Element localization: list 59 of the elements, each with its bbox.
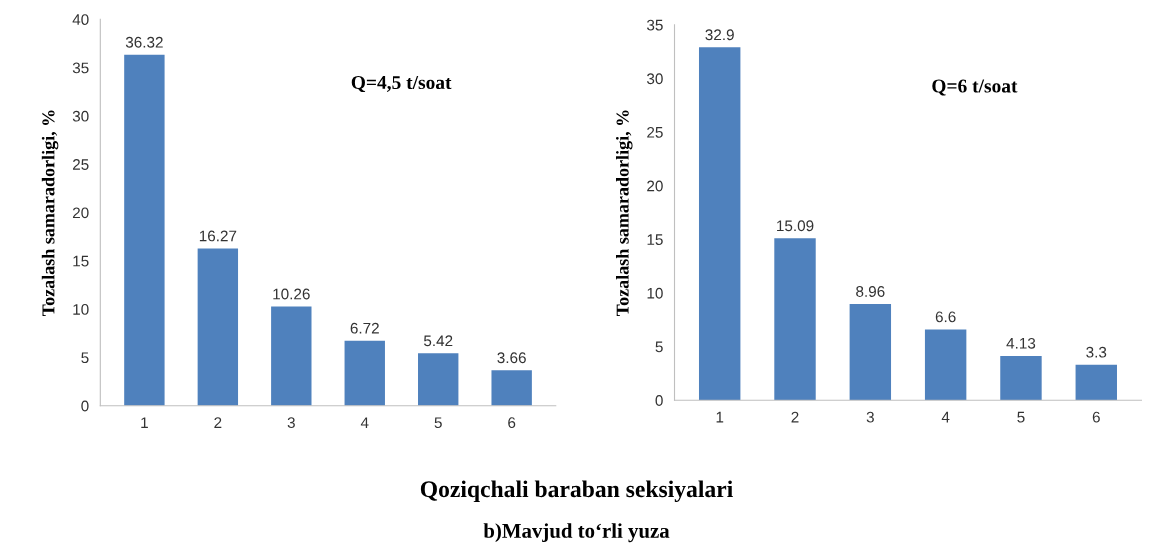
y-tick-label: 30 bbox=[646, 73, 663, 85]
y-tick-label: 20 bbox=[72, 207, 89, 219]
y-tick-label: 10 bbox=[73, 303, 89, 315]
x-tick-label: 3 bbox=[287, 417, 295, 429]
y-tick-label: 10 bbox=[647, 287, 663, 299]
data-label: 8.96 bbox=[856, 286, 885, 297]
data-label: 10.26 bbox=[273, 288, 310, 300]
data-label: 36.32 bbox=[125, 36, 163, 48]
y-tick-label: 0 bbox=[81, 400, 89, 412]
y-axis-title: Tozalash samaradorligi, % bbox=[41, 110, 59, 316]
data-label: 6.72 bbox=[350, 322, 379, 334]
x-tick-label: 4 bbox=[941, 411, 950, 423]
data-label: 3.66 bbox=[497, 352, 526, 364]
bar bbox=[491, 370, 532, 406]
data-label: 4.13 bbox=[1006, 337, 1036, 349]
y-tick-label: 35 bbox=[646, 19, 663, 31]
text: Qoziqchali baraban seksiyalari bbox=[420, 480, 733, 503]
x-tick-label: 4 bbox=[360, 417, 369, 428]
y-tick-label: 25 bbox=[72, 159, 89, 170]
data-label: 6.6 bbox=[935, 311, 956, 323]
y-tick-label: 20 bbox=[647, 180, 663, 192]
y-tick-label: 30 bbox=[72, 110, 89, 122]
x-tick-label: 3 bbox=[866, 411, 874, 423]
y-tick-label: 5 bbox=[655, 341, 663, 353]
data-label: 3.3 bbox=[1086, 346, 1107, 358]
y-tick-label: 25 bbox=[647, 126, 663, 138]
text: Q=6 t/soat bbox=[932, 79, 1018, 96]
x-tick-label: 1 bbox=[141, 417, 148, 428]
bar bbox=[774, 238, 816, 401]
data-label: 15.09 bbox=[777, 220, 814, 232]
text: b)Mavjud to‘rli yuza bbox=[483, 523, 670, 543]
y-tick-label: 0 bbox=[655, 395, 663, 406]
x-tick-label: 2 bbox=[214, 417, 222, 428]
y-tick-label: 40 bbox=[72, 14, 89, 26]
y-axis-title: Tozalash samaradorligi, % bbox=[616, 110, 633, 316]
bar bbox=[271, 306, 312, 406]
x-tick-label: 6 bbox=[508, 417, 516, 429]
y-tick-label: 15 bbox=[647, 234, 663, 246]
x-tick-label: 5 bbox=[434, 417, 442, 429]
bar bbox=[849, 304, 892, 401]
data-label: 16.27 bbox=[199, 230, 237, 242]
x-tick-label: 5 bbox=[1017, 411, 1025, 423]
bar bbox=[1000, 355, 1042, 401]
x-tick-label: 1 bbox=[716, 411, 724, 423]
data-label: 32.9 bbox=[705, 29, 734, 41]
y-tick-label: 15 bbox=[73, 255, 89, 267]
bar bbox=[124, 54, 165, 406]
bar bbox=[1075, 364, 1117, 401]
y-tick-label: 5 bbox=[81, 352, 89, 364]
bar bbox=[344, 340, 385, 406]
bar bbox=[698, 47, 741, 401]
bar bbox=[197, 248, 239, 406]
x-tick-label: 6 bbox=[1092, 411, 1100, 423]
x-tick-label: 2 bbox=[791, 411, 799, 423]
bar bbox=[418, 353, 459, 406]
text: Q=4,5 t/soat bbox=[351, 76, 452, 93]
data-label: 5.42 bbox=[423, 335, 453, 347]
bar bbox=[924, 329, 967, 401]
y-tick-label: 35 bbox=[72, 62, 89, 74]
